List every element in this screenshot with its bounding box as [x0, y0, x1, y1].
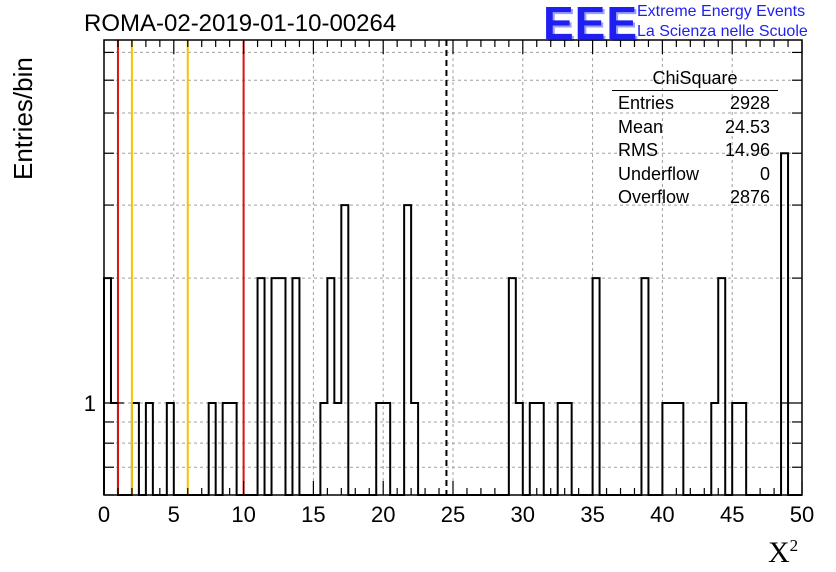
eee-logo-mark: EEE: [543, 0, 639, 49]
logo-line-1: Extreme Energy Events: [637, 3, 806, 20]
stats-value: 2876: [729, 187, 770, 207]
x-tick-label: 20: [371, 502, 395, 527]
x-tick-label: 30: [511, 502, 535, 527]
x-tick-label: 5: [168, 502, 180, 527]
stats-row-underflow: Underflow 0: [612, 164, 778, 188]
logo-line-2: La Scienza nelle Scuole: [637, 23, 808, 40]
stats-rows: Entries 2928 Mean 24.53 RMS 14.96 Underflow 0 Ov…: [612, 93, 778, 211]
x-axis-label-sup: 2: [789, 536, 799, 555]
x-tick-label: 0: [98, 502, 110, 527]
stats-title: ChiSquare: [612, 68, 778, 91]
x-tick-label: 35: [580, 502, 604, 527]
stats-value: 24.53: [724, 116, 770, 137]
x-tick-label: 50: [790, 502, 814, 527]
stats-box: ChiSquare Entries 2928 Mean 24.53 RMS 14.96 Un…: [612, 68, 778, 211]
stats-label: Entries: [618, 93, 675, 113]
stats-label: Mean: [618, 116, 664, 137]
stats-label: RMS: [618, 140, 658, 160]
x-axis-label: X2: [768, 536, 798, 570]
x-tick-label: 40: [650, 502, 674, 527]
stats-value: 2928: [729, 93, 770, 113]
stats-value: 14.96: [724, 140, 770, 160]
y-tick-label: 1: [84, 391, 96, 416]
chart-title: ROMA-02-2019-01-10-00264: [84, 10, 397, 37]
stats-row-entries: Entries 2928: [612, 93, 778, 117]
stats-label: Overflow: [618, 187, 690, 207]
x-tick-label: 25: [441, 502, 465, 527]
stats-label: Underflow: [618, 163, 700, 184]
stats-row-overflow: Overflow 2876: [612, 187, 778, 211]
stats-row-rms: RMS 14.96: [612, 140, 778, 164]
stats-row-mean: Mean 24.53: [612, 117, 778, 141]
x-tick-label: 10: [231, 502, 255, 527]
x-axis-label-base: X: [768, 536, 790, 569]
x-tick-label: 45: [720, 502, 744, 527]
stats-value: 0: [759, 163, 770, 184]
x-tick-label: 15: [301, 502, 325, 527]
